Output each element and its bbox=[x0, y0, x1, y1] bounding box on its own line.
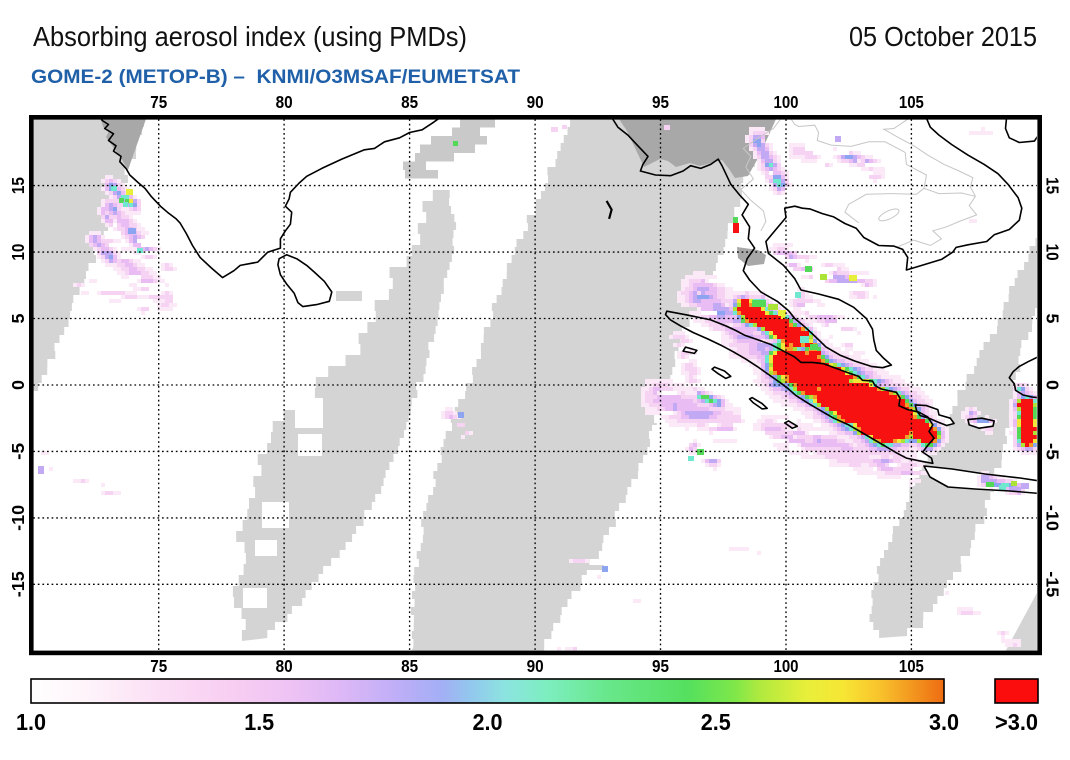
svg-text:100: 100 bbox=[774, 656, 799, 676]
svg-text:-5: -5 bbox=[8, 443, 28, 460]
svg-text:80: 80 bbox=[276, 92, 293, 112]
svg-text:05 October 2015: 05 October 2015 bbox=[849, 21, 1037, 52]
svg-text:GOME-2 (METOP-B) – KNMI/O3MSA: GOME-2 (METOP-B) – KNMI/O3MSAF/EUMETSAT bbox=[31, 66, 520, 88]
svg-text:95: 95 bbox=[652, 656, 669, 676]
svg-text:100: 100 bbox=[774, 92, 799, 112]
svg-text:90: 90 bbox=[527, 656, 544, 676]
svg-text:0: 0 bbox=[1043, 380, 1063, 390]
svg-text:15: 15 bbox=[1043, 177, 1063, 194]
svg-text:2.0: 2.0 bbox=[473, 709, 503, 735]
svg-text:-5: -5 bbox=[1043, 443, 1063, 460]
svg-text:3.0: 3.0 bbox=[929, 709, 959, 735]
svg-text:5: 5 bbox=[1043, 314, 1063, 324]
svg-text:85: 85 bbox=[401, 656, 418, 676]
svg-text:Absorbing aerosol index (using: Absorbing aerosol index (using PMDs) bbox=[33, 21, 467, 52]
svg-text:-15: -15 bbox=[1043, 571, 1063, 597]
svg-text:0: 0 bbox=[8, 380, 28, 390]
svg-text:-10: -10 bbox=[8, 505, 28, 531]
svg-text:80: 80 bbox=[276, 656, 293, 676]
svg-text:90: 90 bbox=[527, 92, 544, 112]
svg-text:1.5: 1.5 bbox=[244, 709, 274, 735]
svg-text:10: 10 bbox=[1043, 244, 1063, 261]
svg-text:105: 105 bbox=[899, 92, 924, 112]
svg-text:75: 75 bbox=[150, 92, 167, 112]
svg-text:-10: -10 bbox=[1043, 505, 1063, 531]
svg-text:2.5: 2.5 bbox=[701, 709, 731, 735]
svg-text:15: 15 bbox=[8, 177, 28, 194]
svg-text:>3.0: >3.0 bbox=[995, 709, 1038, 735]
svg-text:75: 75 bbox=[150, 656, 167, 676]
svg-text:85: 85 bbox=[401, 92, 418, 112]
svg-text:10: 10 bbox=[8, 243, 28, 260]
svg-text:105: 105 bbox=[899, 656, 924, 676]
svg-text:1.0: 1.0 bbox=[16, 709, 46, 735]
svg-text:-15: -15 bbox=[8, 571, 28, 597]
svg-text:5: 5 bbox=[8, 313, 28, 323]
svg-text:95: 95 bbox=[652, 92, 669, 112]
